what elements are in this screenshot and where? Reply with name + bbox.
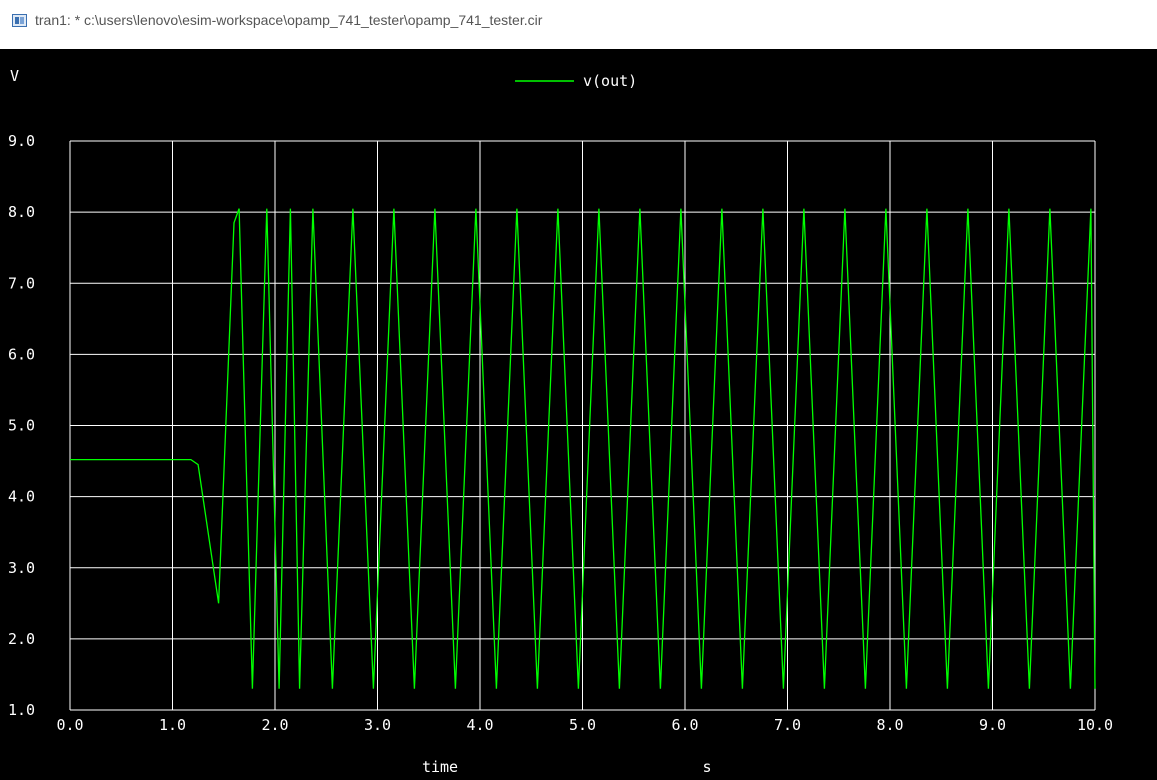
window-title: tran1: * c:\users\lenovo\esim-workspace\… <box>35 12 543 28</box>
plot-area: 0.0 1.0 2.0 3.0 4.0 5.0 6.0 7.0 8.0 9.0 10.0 1.0 2.… <box>0 49 1157 780</box>
x-tick-label: 1.0 <box>159 716 186 734</box>
ngspice-plot-icon <box>12 14 27 27</box>
grid-lines <box>69 140 1096 711</box>
x-tick-label: 9.0 <box>979 716 1006 734</box>
window-titlebar: tran1: * c:\users\lenovo\esim-workspace\… <box>0 0 1157 49</box>
series-line-v-out <box>70 208 1096 689</box>
x-axis-unit: s <box>702 758 711 776</box>
y-tick-label: 9.0 <box>8 132 35 150</box>
legend-label-v-out: v(out) <box>583 72 637 90</box>
x-tick-label: 6.0 <box>671 716 698 734</box>
y-tick-label: 6.0 <box>8 345 35 363</box>
trace-group <box>70 208 1096 689</box>
y-tick-labels: 1.0 2.0 3.0 4.0 5.0 6.0 7.0 8.0 9.0 <box>8 132 35 719</box>
x-tick-label: 5.0 <box>569 716 596 734</box>
x-tick-label: 2.0 <box>261 716 288 734</box>
y-tick-label: 2.0 <box>8 630 35 648</box>
x-tick-label: 7.0 <box>774 716 801 734</box>
y-tick-label: 3.0 <box>8 559 35 577</box>
y-tick-label: 8.0 <box>8 203 35 221</box>
x-tick-label: 4.0 <box>466 716 493 734</box>
transient-plot: 0.0 1.0 2.0 3.0 4.0 5.0 6.0 7.0 8.0 9.0 10.0 1.0 2.… <box>8 67 1113 776</box>
x-tick-label: 8.0 <box>876 716 903 734</box>
x-tick-label: 10.0 <box>1077 716 1113 734</box>
x-tick-label: 3.0 <box>364 716 391 734</box>
y-tick-label: 4.0 <box>8 488 35 506</box>
y-tick-label: 5.0 <box>8 417 35 435</box>
y-axis-label: V <box>10 67 19 85</box>
x-tick-labels: 0.0 1.0 2.0 3.0 4.0 5.0 6.0 7.0 8.0 9.0 10.0 <box>56 716 1113 734</box>
y-tick-label: 7.0 <box>8 274 35 292</box>
x-axis-label: time <box>422 758 458 776</box>
y-tick-label: 1.0 <box>8 701 35 719</box>
x-tick-label: 0.0 <box>56 716 83 734</box>
